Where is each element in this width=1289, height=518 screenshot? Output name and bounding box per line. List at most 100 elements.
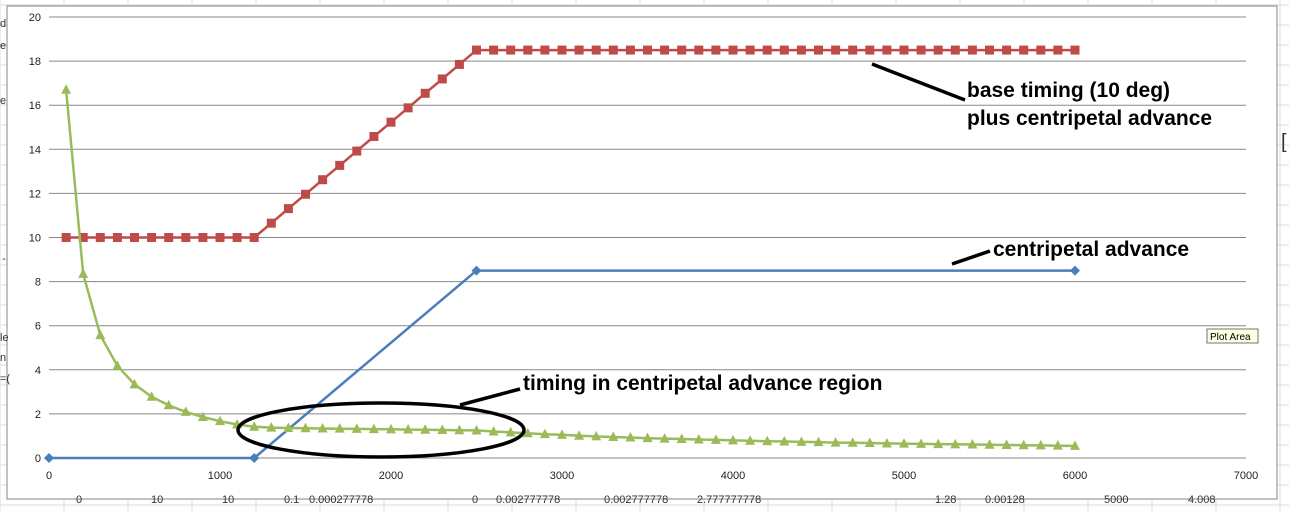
data-point-square <box>112 233 122 242</box>
x-tick-label: 3000 <box>550 470 574 482</box>
data-point-triangle <box>881 437 892 448</box>
data-point-square <box>933 45 943 55</box>
series-centripetal <box>44 265 1080 463</box>
data-point-triangle <box>899 438 909 448</box>
data-point-square <box>574 45 584 55</box>
data-point-triangle <box>728 434 738 445</box>
data-point-square <box>437 74 447 84</box>
data-point-triangle <box>591 430 602 441</box>
cell-value: 0 <box>76 494 82 506</box>
cell-value: 2.777777778 <box>697 494 761 506</box>
data-point-square <box>814 45 823 55</box>
data-point-triangle <box>420 424 431 434</box>
data-point-triangle <box>539 428 550 439</box>
y-axis-tick-labels: 0 2 4 6 8 10 12 14 16 18 20 <box>29 12 41 465</box>
cell-value: 1.28 <box>935 494 956 506</box>
annotation-base-line2: plus centripetal advance <box>967 107 1212 130</box>
data-point-square <box>523 45 533 55</box>
data-point-triangle <box>95 329 106 340</box>
data-point-triangle <box>608 431 619 442</box>
data-point-square <box>249 233 259 242</box>
data-point-square <box>283 204 293 214</box>
data-point-square <box>78 233 88 242</box>
chart-area-border[interactable] <box>6 5 1278 500</box>
cell-value: 0.000277778 <box>309 494 373 506</box>
cell-fragment: e <box>0 95 6 107</box>
data-point-square <box>335 160 345 170</box>
data-point-square <box>266 218 276 228</box>
data-point-triangle <box>779 435 790 446</box>
data-point-square <box>318 175 328 185</box>
data-point-square <box>643 45 652 55</box>
data-point-triangle <box>676 433 687 444</box>
data-point-triangle <box>642 432 653 443</box>
data-point-triangle <box>625 431 636 442</box>
data-point-triangle <box>386 423 396 434</box>
x-tick-label: 7000 <box>1234 470 1258 482</box>
data-point-square <box>865 45 875 55</box>
data-point-square <box>1002 45 1012 55</box>
data-point-square <box>215 233 225 242</box>
data-point-square <box>660 45 670 55</box>
cell-fragment: le <box>0 332 9 344</box>
data-point-triangle <box>1070 440 1080 450</box>
data-point-square <box>796 45 806 55</box>
x-tick-label: 6000 <box>1063 470 1087 482</box>
y-tick-label: 10 <box>29 233 41 245</box>
data-point-triangle <box>317 422 328 433</box>
data-point-triangle <box>488 426 499 436</box>
data-point-triangle <box>283 422 294 433</box>
data-point-triangle <box>693 433 704 444</box>
x-axis-tick-labels: 0 1000 2000 3000 4000 5000 6000 7000 <box>46 470 1258 482</box>
data-point-triangle <box>659 433 670 443</box>
cell-value: 0 <box>472 494 478 506</box>
data-point-triangle <box>557 429 567 439</box>
y-tick-label: 16 <box>29 100 41 112</box>
data-point-triangle <box>796 436 807 446</box>
data-point-square <box>711 45 721 55</box>
y-tick-label: 2 <box>35 409 41 421</box>
data-point-triangle <box>967 439 978 449</box>
series-layer <box>44 45 1080 463</box>
y-tick-label: 18 <box>29 56 41 68</box>
data-point-triangle <box>1018 439 1029 450</box>
y-tick-label: 8 <box>35 277 41 289</box>
data-point-triangle <box>180 406 191 416</box>
data-point-square <box>61 233 71 242</box>
cell-fragment: d <box>0 18 6 30</box>
data-point-square <box>130 233 139 242</box>
cell-value: 10 <box>222 494 234 506</box>
annotation-centripetal: centripetal advance <box>993 238 1189 261</box>
annotation-timing-region: timing in centripetal advance region <box>523 372 882 395</box>
cell-value: 5000 <box>1104 494 1128 506</box>
data-point-square <box>848 45 858 55</box>
data-point-triangle <box>266 422 277 432</box>
data-point-square <box>694 45 704 55</box>
data-point-square <box>540 45 550 55</box>
data-point-triangle <box>351 423 362 433</box>
series-line-centripetal <box>49 269 1075 460</box>
data-point-square <box>831 45 841 55</box>
data-point-diamond <box>471 265 482 276</box>
data-point-triangle <box>249 421 260 431</box>
data-point-triangle <box>762 435 773 446</box>
data-point-triangle <box>368 423 379 434</box>
data-point-square <box>625 45 635 55</box>
data-point-triangle <box>950 438 961 449</box>
data-point-square <box>916 45 926 55</box>
data-point-square <box>386 117 396 127</box>
data-point-square <box>882 45 892 55</box>
data-point-square <box>608 45 618 55</box>
data-point-triangle <box>916 438 927 448</box>
data-point-triangle <box>830 437 841 447</box>
y-tick-label: 20 <box>29 12 41 24</box>
series-timing <box>61 84 1080 450</box>
y-tick-label: 0 <box>35 453 41 465</box>
data-point-triangle <box>505 426 516 437</box>
timing-region-ellipse <box>236 401 526 459</box>
data-point-square <box>1036 45 1046 55</box>
base-pointer-line <box>871 62 966 102</box>
data-point-triangle <box>146 391 157 401</box>
